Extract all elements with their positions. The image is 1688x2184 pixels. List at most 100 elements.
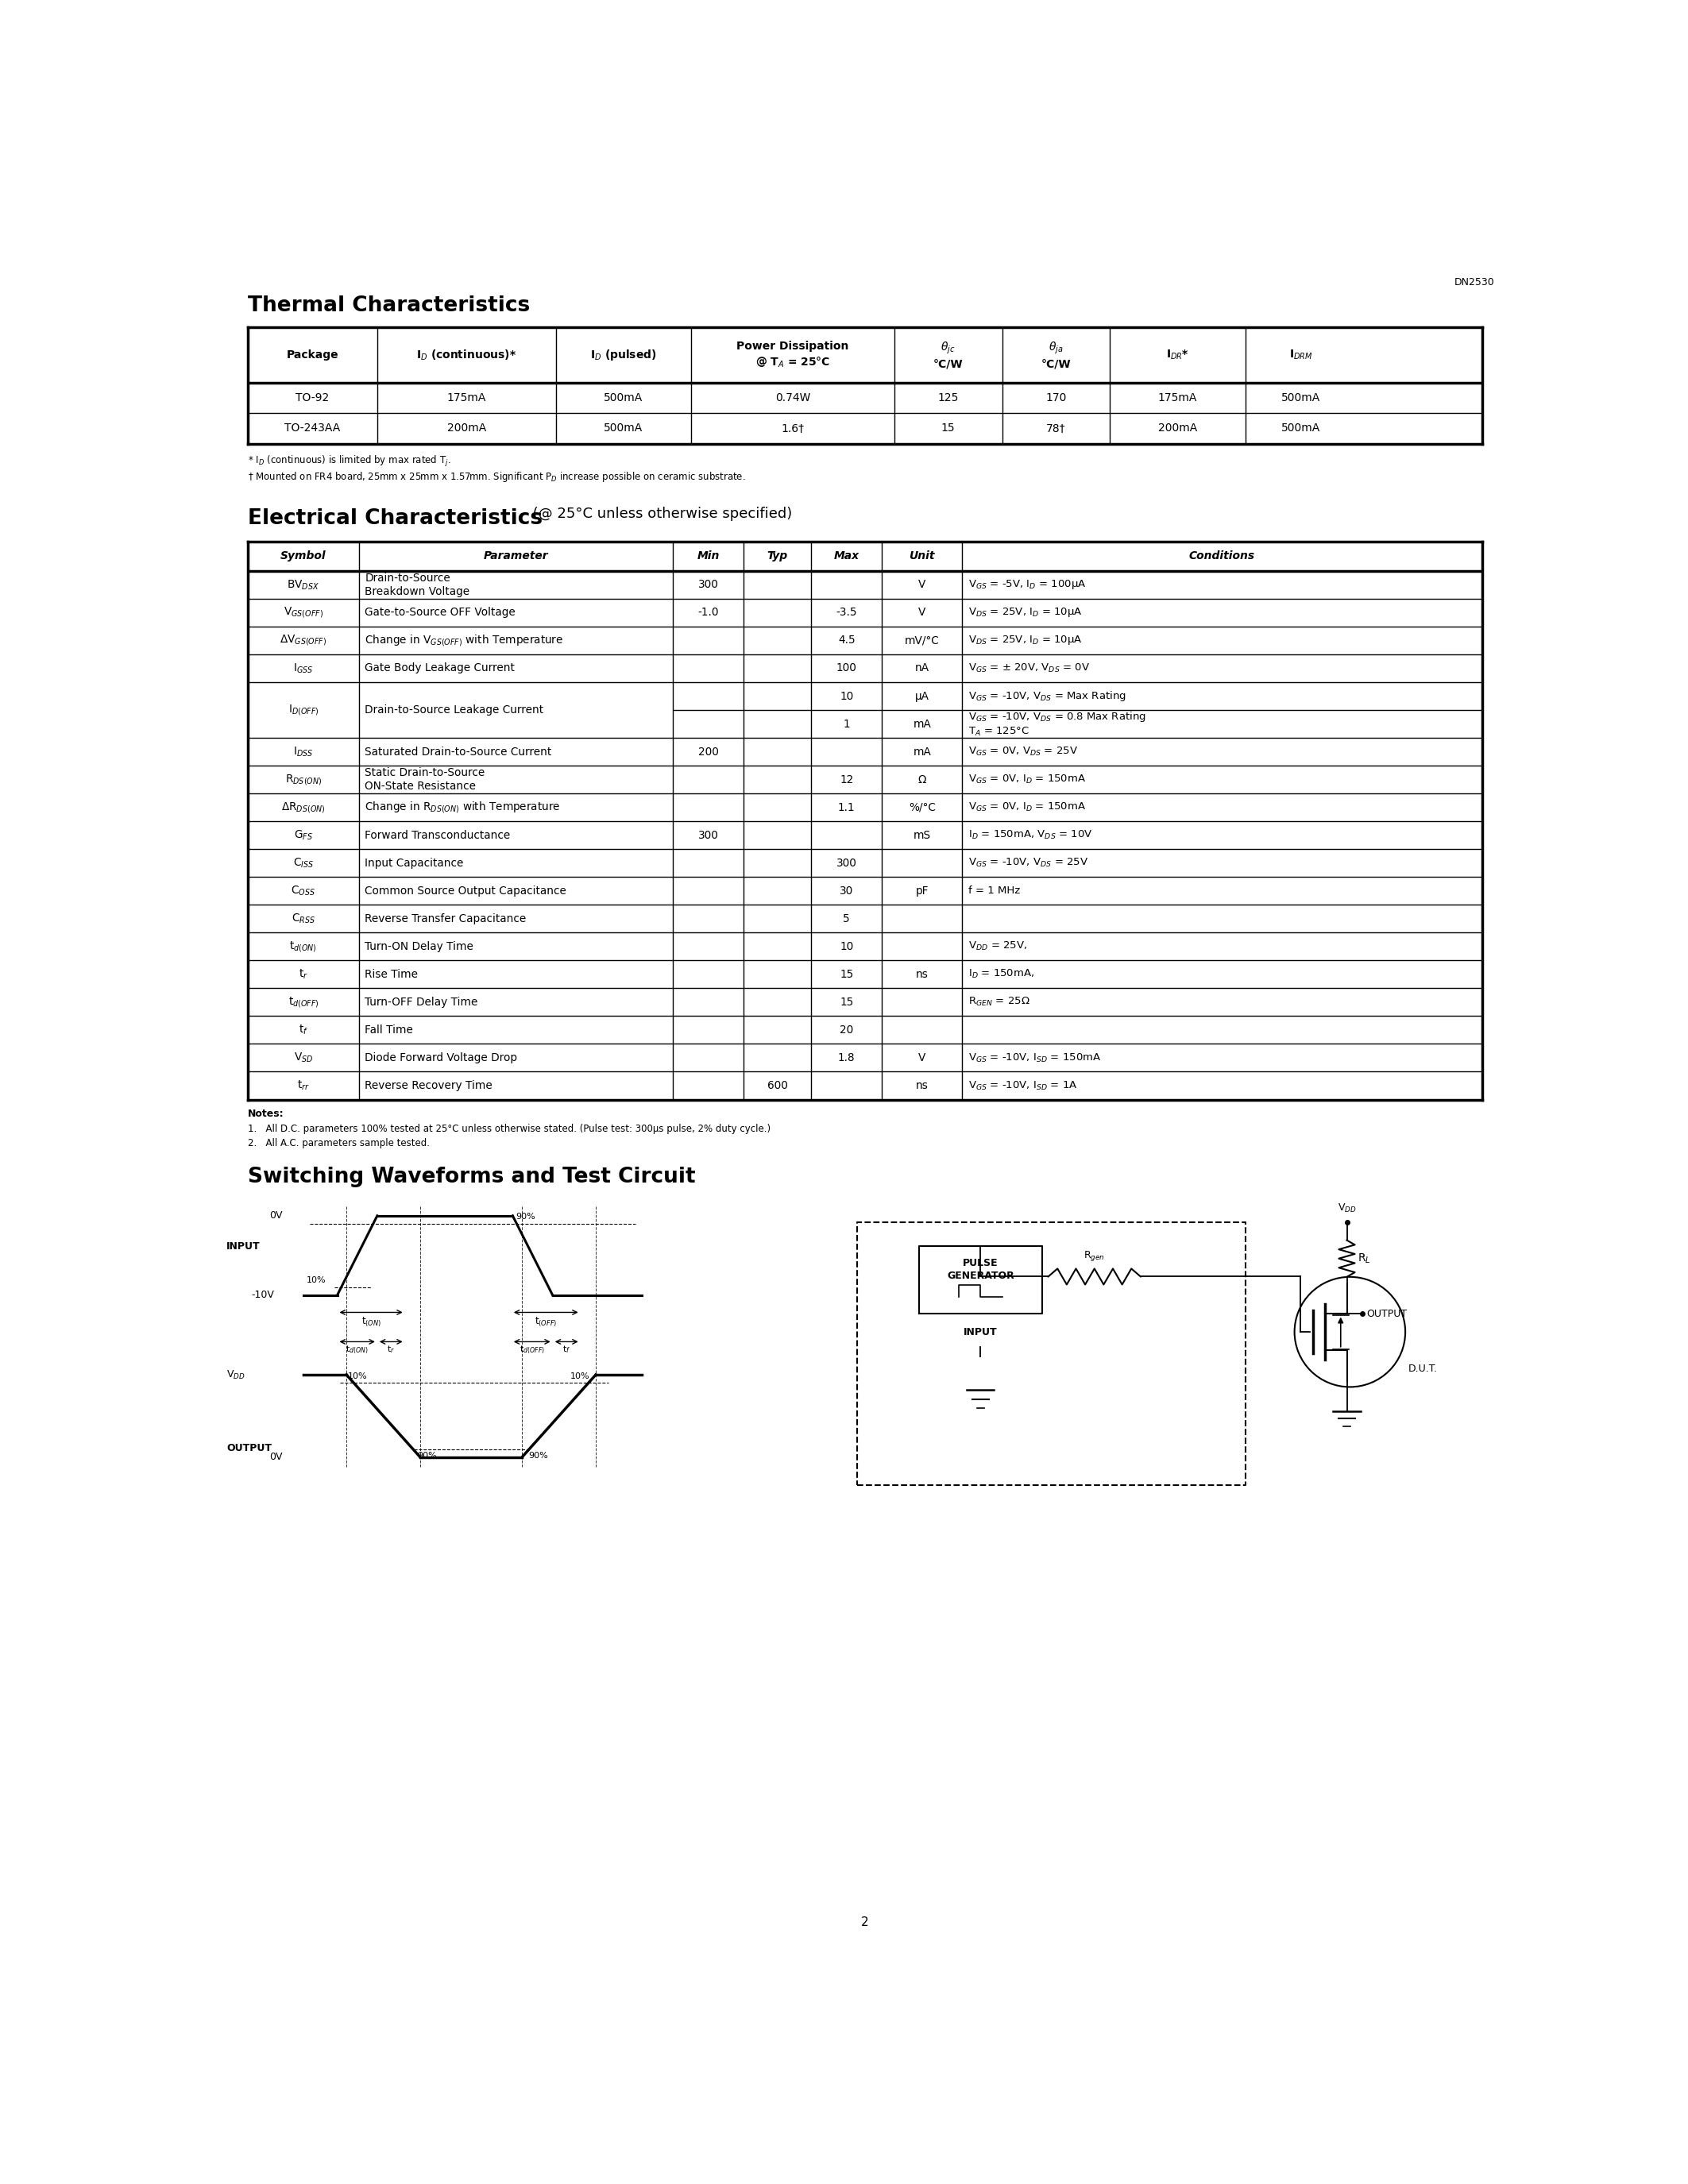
- Text: C$_{OSS}$: C$_{OSS}$: [290, 885, 316, 898]
- Text: Conditions: Conditions: [1188, 550, 1256, 561]
- Text: t$_r$: t$_r$: [387, 1343, 395, 1354]
- Text: V$_{GS}$ = -10V, V$_{DS}$ = 0.8 Max Rating
T$_A$ = 125°C: V$_{GS}$ = -10V, V$_{DS}$ = 0.8 Max Rati…: [969, 710, 1146, 738]
- Text: I$_{DR}$*: I$_{DR}$*: [1166, 349, 1188, 363]
- Text: ns: ns: [915, 1081, 928, 1092]
- Text: Electrical Characteristics: Electrical Characteristics: [248, 509, 544, 529]
- Text: t$_f$: t$_f$: [299, 1024, 309, 1037]
- Text: R$_{GEN}$ = 25Ω: R$_{GEN}$ = 25Ω: [969, 996, 1030, 1009]
- Text: TO-243AA: TO-243AA: [285, 424, 341, 435]
- Text: $\theta_{jc}$
°C/W: $\theta_{jc}$ °C/W: [933, 341, 964, 369]
- Text: V$_{GS}$ = -10V, I$_{SD}$ = 1A: V$_{GS}$ = -10V, I$_{SD}$ = 1A: [969, 1079, 1077, 1092]
- Text: 200mA: 200mA: [447, 424, 486, 435]
- Text: mA: mA: [913, 747, 932, 758]
- Text: 500mA: 500mA: [1281, 424, 1320, 435]
- Text: 100: 100: [836, 662, 858, 675]
- Text: PULSE
GENERATOR: PULSE GENERATOR: [947, 1258, 1014, 1282]
- Text: 20: 20: [841, 1024, 854, 1035]
- Text: * I$_D$ (continuous) is limited by max rated T$_j$.: * I$_D$ (continuous) is limited by max r…: [248, 454, 451, 467]
- Text: Thermal Characteristics: Thermal Characteristics: [248, 295, 530, 317]
- Text: Change in V$_{GS(OFF)}$ with Temperature: Change in V$_{GS(OFF)}$ with Temperature: [365, 633, 564, 649]
- Text: 30: 30: [841, 885, 854, 895]
- Text: t$_f$: t$_f$: [562, 1343, 571, 1354]
- Text: 125: 125: [939, 393, 959, 404]
- Text: 0V: 0V: [270, 1452, 282, 1463]
- Text: INPUT: INPUT: [964, 1328, 998, 1337]
- Text: 15: 15: [839, 970, 854, 981]
- Text: (@ 25°C unless otherwise specified): (@ 25°C unless otherwise specified): [528, 507, 792, 522]
- Text: ΔV$_{GS(OFF)}$: ΔV$_{GS(OFF)}$: [280, 633, 327, 649]
- Text: 200mA: 200mA: [1158, 424, 1197, 435]
- Text: Common Source Output Capacitance: Common Source Output Capacitance: [365, 885, 567, 895]
- Text: Unit: Unit: [910, 550, 935, 561]
- Text: Switching Waveforms and Test Circuit: Switching Waveforms and Test Circuit: [248, 1166, 695, 1188]
- Text: 1: 1: [844, 719, 851, 729]
- Text: I$_{GSS}$: I$_{GSS}$: [294, 662, 314, 675]
- Text: 12: 12: [841, 773, 854, 784]
- Text: V: V: [918, 579, 925, 590]
- Text: V$_{DS}$ = 25V, I$_D$ = 10μA: V$_{DS}$ = 25V, I$_D$ = 10μA: [969, 633, 1082, 646]
- Text: 1.6†: 1.6†: [782, 424, 803, 435]
- Text: I$_{DSS}$: I$_{DSS}$: [294, 745, 314, 758]
- Text: 78†: 78†: [1047, 424, 1065, 435]
- Text: $\theta_{ja}$
°C/W: $\theta_{ja}$ °C/W: [1041, 341, 1070, 369]
- Text: 10%: 10%: [348, 1372, 368, 1380]
- Text: 200: 200: [697, 747, 719, 758]
- Text: Turn-ON Delay Time: Turn-ON Delay Time: [365, 941, 474, 952]
- Text: ns: ns: [915, 970, 928, 981]
- Text: BV$_{DSX}$: BV$_{DSX}$: [287, 579, 319, 592]
- Text: V: V: [918, 607, 925, 618]
- Text: † Mounted on FR4 board, 25mm x 25mm x 1.57mm. Significant P$_D$ increase possibl: † Mounted on FR4 board, 25mm x 25mm x 1.…: [248, 470, 746, 483]
- Text: Min: Min: [697, 550, 719, 561]
- Text: Power Dissipation
@ T$_A$ = 25°C: Power Dissipation @ T$_A$ = 25°C: [736, 341, 849, 369]
- Text: R$_L$: R$_L$: [1357, 1251, 1371, 1265]
- Text: 500mA: 500mA: [1281, 393, 1320, 404]
- Text: -3.5: -3.5: [836, 607, 858, 618]
- Text: Input Capacitance: Input Capacitance: [365, 858, 464, 869]
- Text: Fall Time: Fall Time: [365, 1024, 414, 1035]
- Text: 300: 300: [697, 579, 719, 590]
- Text: I$_{DRM}$: I$_{DRM}$: [1290, 349, 1313, 363]
- Text: t$_{d(OFF)}$: t$_{d(OFF)}$: [520, 1343, 545, 1356]
- Text: 90%: 90%: [517, 1212, 535, 1221]
- Text: TO-92: TO-92: [295, 393, 329, 404]
- Text: 2: 2: [861, 1915, 869, 1928]
- Text: -1.0: -1.0: [697, 607, 719, 618]
- Text: V$_{SD}$: V$_{SD}$: [294, 1051, 312, 1064]
- Text: V$_{GS}$ = -5V, I$_D$ = 100μA: V$_{GS}$ = -5V, I$_D$ = 100μA: [969, 579, 1085, 592]
- Text: 10%: 10%: [307, 1275, 326, 1284]
- Text: OUTPUT: OUTPUT: [1367, 1308, 1408, 1319]
- Text: μA: μA: [915, 690, 928, 701]
- Text: Turn-OFF Delay Time: Turn-OFF Delay Time: [365, 996, 478, 1007]
- Text: Drain-to-Source Leakage Current: Drain-to-Source Leakage Current: [365, 705, 544, 716]
- Text: V: V: [918, 1053, 925, 1064]
- Text: V$_{GS}$ = 0V, I$_D$ = 150mA: V$_{GS}$ = 0V, I$_D$ = 150mA: [969, 773, 1085, 786]
- Text: 300: 300: [697, 830, 719, 841]
- Text: nA: nA: [915, 662, 928, 675]
- Text: 1.   All D.C. parameters 100% tested at 25°C unless otherwise stated. (Pulse tes: 1. All D.C. parameters 100% tested at 25…: [248, 1125, 771, 1133]
- Text: V$_{GS}$ = 0V, I$_D$ = 150mA: V$_{GS}$ = 0V, I$_D$ = 150mA: [969, 802, 1085, 812]
- Text: 500mA: 500mA: [604, 393, 643, 404]
- Text: Static Drain-to-Source
ON-State Resistance: Static Drain-to-Source ON-State Resistan…: [365, 767, 484, 793]
- Text: t$_{rr}$: t$_{rr}$: [297, 1079, 309, 1092]
- Text: 10: 10: [841, 941, 854, 952]
- Text: R$_{gen}$: R$_{gen}$: [1084, 1249, 1106, 1262]
- Text: I$_D$ (pulsed): I$_D$ (pulsed): [591, 347, 657, 363]
- Text: R$_{DS(ON)}$: R$_{DS(ON)}$: [285, 773, 322, 786]
- Text: OUTPUT: OUTPUT: [226, 1444, 272, 1452]
- Text: Ω: Ω: [918, 773, 927, 784]
- Text: ΔR$_{DS(ON)}$: ΔR$_{DS(ON)}$: [282, 799, 326, 815]
- Text: V$_{DS}$ = 25V, I$_D$ = 10μA: V$_{DS}$ = 25V, I$_D$ = 10μA: [969, 607, 1082, 618]
- Text: 600: 600: [766, 1081, 788, 1092]
- Text: 175mA: 175mA: [1158, 393, 1197, 404]
- Text: Reverse Recovery Time: Reverse Recovery Time: [365, 1081, 493, 1092]
- Text: V$_{GS}$ = -10V, V$_{DS}$ = 25V: V$_{GS}$ = -10V, V$_{DS}$ = 25V: [969, 856, 1089, 869]
- Text: 10: 10: [841, 690, 854, 701]
- Text: 15: 15: [839, 996, 854, 1007]
- Text: INPUT: INPUT: [226, 1241, 260, 1251]
- Text: Max: Max: [834, 550, 859, 561]
- Text: I$_{D(OFF)}$: I$_{D(OFF)}$: [289, 703, 319, 716]
- Text: D.U.T.: D.U.T.: [1408, 1363, 1438, 1374]
- Text: -10V: -10V: [252, 1291, 273, 1299]
- Text: 90%: 90%: [528, 1452, 547, 1459]
- Text: Diode Forward Voltage Drop: Diode Forward Voltage Drop: [365, 1053, 518, 1064]
